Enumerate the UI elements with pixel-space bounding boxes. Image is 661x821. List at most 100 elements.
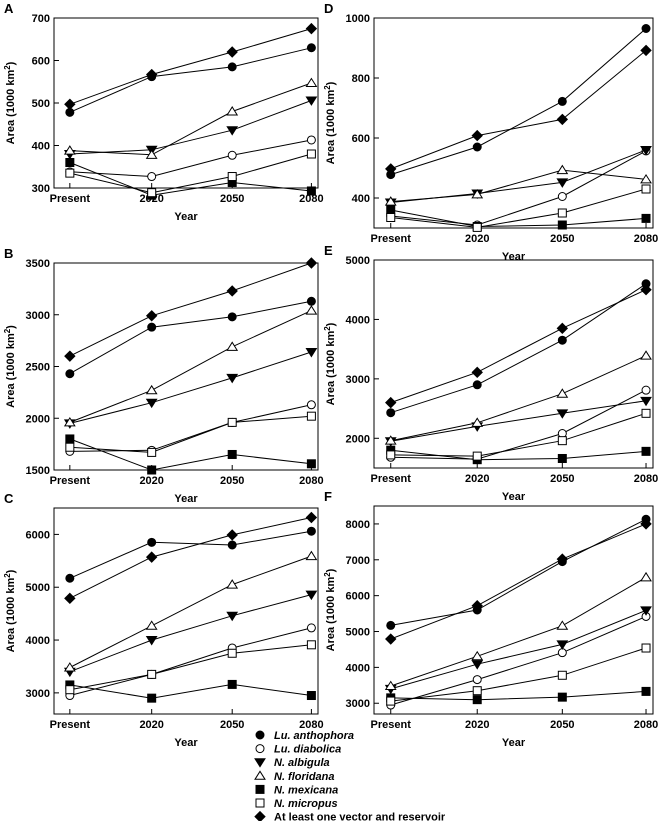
panel-label: A bbox=[4, 1, 14, 16]
data-point bbox=[640, 396, 652, 407]
data-point bbox=[472, 695, 482, 705]
plot-frame bbox=[53, 262, 319, 471]
plot-frame bbox=[53, 507, 319, 715]
data-point bbox=[472, 380, 482, 390]
series-line bbox=[390, 50, 647, 170]
series-line bbox=[390, 616, 647, 706]
data-point bbox=[384, 435, 397, 445]
data-point bbox=[65, 158, 75, 167]
y-tick-label: 4000 bbox=[346, 314, 370, 326]
x-tick-label: 2050 bbox=[550, 473, 574, 485]
x-tick-label: 2050 bbox=[220, 719, 244, 731]
x-axis-title: Year bbox=[174, 493, 198, 505]
data-point bbox=[306, 640, 316, 650]
x-tick-label: 2050 bbox=[550, 719, 574, 731]
data-point bbox=[145, 636, 158, 646]
data-point bbox=[145, 398, 158, 409]
data-point bbox=[471, 129, 483, 142]
x-tick-label: Present bbox=[371, 719, 412, 731]
x-tick-label: 2020 bbox=[139, 719, 163, 731]
x-tick-label: 2020 bbox=[465, 719, 489, 731]
series-n-micropus bbox=[386, 408, 651, 461]
data-point bbox=[306, 296, 316, 306]
data-point bbox=[226, 611, 239, 622]
x-tick-label: 2020 bbox=[465, 233, 489, 245]
series-n-micropus bbox=[386, 643, 651, 706]
x-axis-title: Year bbox=[174, 211, 198, 223]
y-tick-label: 5000 bbox=[346, 627, 370, 639]
x-tick-label: 2050 bbox=[550, 233, 574, 245]
data-point bbox=[305, 305, 318, 315]
data-point bbox=[305, 590, 318, 601]
y-tick-label: 1500 bbox=[26, 465, 50, 477]
x-tick-label: 2080 bbox=[634, 719, 658, 731]
data-point bbox=[557, 453, 567, 463]
data-point bbox=[306, 135, 316, 145]
data-point bbox=[63, 416, 76, 427]
series-line bbox=[69, 555, 312, 668]
panel-c: C 3000 4000 5000 6000 Present 2020 2050 2080 Year… bbox=[3, 491, 324, 749]
legend-item: N. micropus bbox=[255, 798, 338, 810]
data-point bbox=[557, 192, 567, 201]
x-tick-label: 2080 bbox=[299, 193, 323, 205]
series-at-least-one-vector-and-reservoir bbox=[64, 257, 318, 362]
y-tick-label: 600 bbox=[32, 56, 50, 68]
y-tick-label: 6000 bbox=[346, 591, 370, 603]
data-point bbox=[472, 686, 482, 696]
data-point bbox=[557, 692, 567, 702]
data-point bbox=[556, 620, 569, 630]
data-point bbox=[471, 366, 483, 379]
plot-frame bbox=[53, 17, 319, 189]
series-n-albigula bbox=[63, 590, 318, 678]
series-n-floridana bbox=[63, 305, 318, 427]
data-point bbox=[65, 573, 75, 583]
data-point bbox=[640, 518, 652, 530]
data-point bbox=[306, 400, 316, 410]
data-point bbox=[147, 465, 157, 475]
data-point bbox=[63, 662, 76, 672]
x-tick-label: 2080 bbox=[299, 719, 323, 731]
series-lu-anthophora bbox=[386, 514, 651, 630]
x-tick-label: 2050 bbox=[220, 475, 244, 487]
data-point bbox=[227, 172, 237, 182]
data-point bbox=[641, 408, 651, 418]
legend-item: N. floridana bbox=[254, 770, 335, 783]
series-at-least-one-vector-and-reservoir bbox=[385, 44, 652, 175]
y-axis-title: Area (1000 km2) bbox=[323, 322, 337, 405]
series-line bbox=[390, 289, 647, 404]
series-line bbox=[69, 683, 312, 699]
data-point bbox=[640, 606, 652, 616]
series-line bbox=[69, 644, 312, 691]
series-line bbox=[69, 415, 312, 453]
y-tick-label: 7000 bbox=[346, 555, 370, 567]
series-n-albigula bbox=[384, 396, 652, 447]
series-at-least-one-vector-and-reservoir bbox=[385, 518, 652, 645]
series-n-floridana bbox=[384, 571, 652, 691]
plot-frame bbox=[373, 259, 654, 469]
data-point bbox=[64, 350, 76, 362]
legend-marker bbox=[255, 798, 265, 808]
panel-label: E bbox=[324, 243, 333, 258]
legend-marker bbox=[254, 758, 266, 768]
data-point bbox=[305, 550, 318, 561]
data-point bbox=[386, 205, 396, 215]
data-point bbox=[226, 126, 239, 136]
data-point bbox=[227, 62, 237, 72]
legend-item: Lu. anthophora bbox=[255, 730, 354, 742]
data-point bbox=[306, 526, 316, 536]
data-point bbox=[227, 150, 237, 160]
data-point bbox=[557, 335, 567, 345]
series-at-least-one-vector-and-reservoir bbox=[64, 22, 318, 110]
series-line bbox=[390, 523, 647, 640]
y-tick-label: 3000 bbox=[346, 374, 370, 386]
data-point bbox=[145, 620, 158, 630]
series-line bbox=[390, 412, 647, 457]
data-point bbox=[472, 142, 482, 152]
data-point bbox=[227, 679, 237, 689]
data-point bbox=[145, 310, 158, 322]
series-n-mexicana bbox=[65, 158, 316, 200]
x-tick-label: Present bbox=[50, 475, 91, 487]
data-point bbox=[306, 186, 316, 196]
series-line bbox=[69, 28, 312, 105]
